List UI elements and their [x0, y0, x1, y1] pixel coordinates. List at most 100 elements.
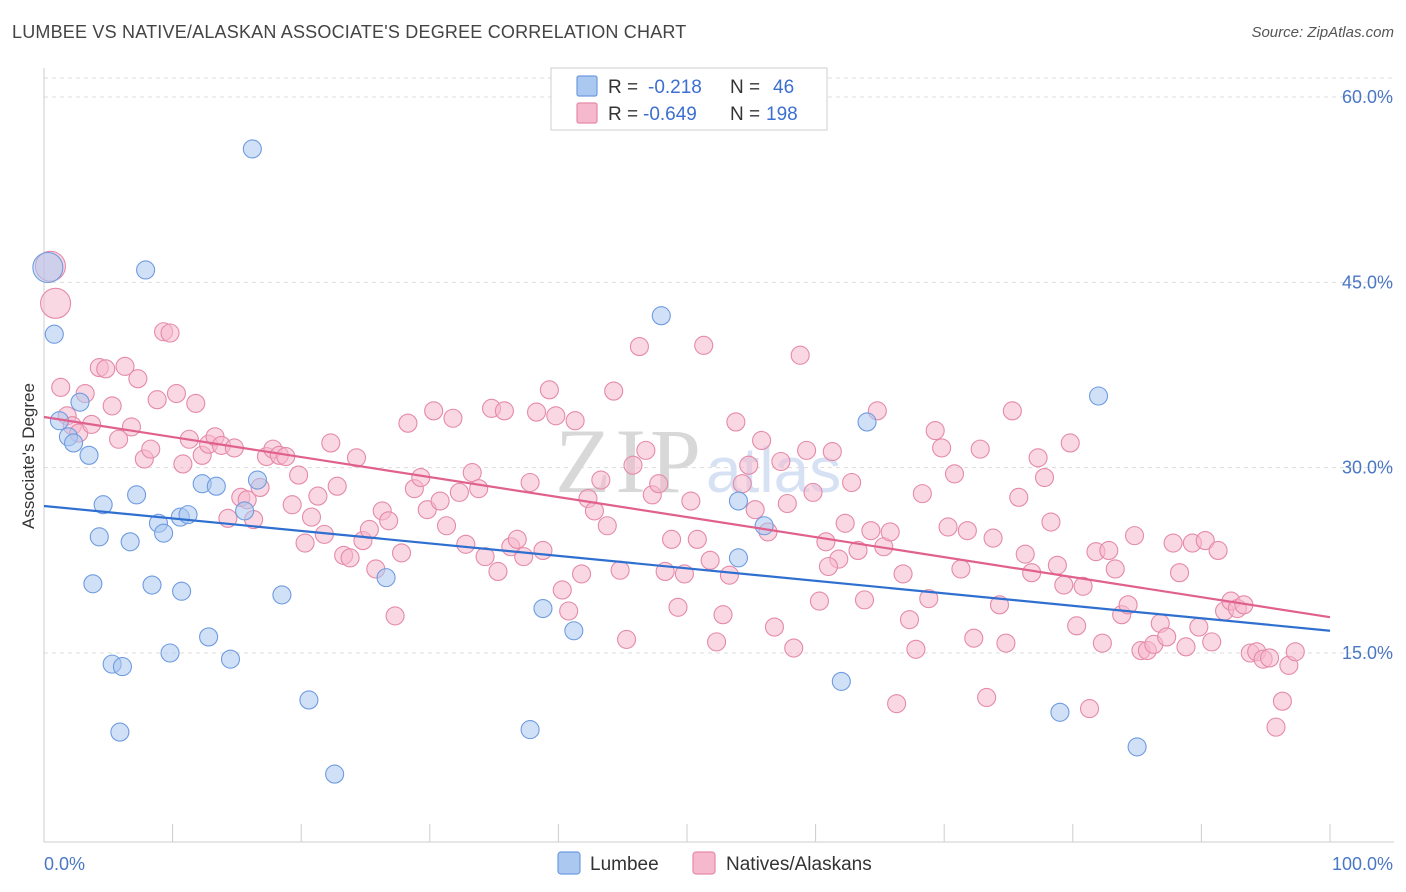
native-point-190 [1260, 648, 1280, 668]
native-point-41 [301, 507, 322, 527]
legend-lumbee-r-value: -0.218 [648, 77, 702, 98]
y-axis-title: Associate's Degree [19, 383, 38, 529]
native-point-154 [1028, 448, 1048, 468]
lumbee-point-43 [1050, 702, 1070, 722]
native-point-20 [166, 383, 187, 404]
native-point-68 [475, 547, 495, 567]
lumbee-point-5 [70, 392, 90, 412]
native-point-181 [1202, 632, 1222, 652]
lumbee-point-32 [325, 764, 345, 784]
native-point-160 [1067, 616, 1087, 636]
lumbee-point-0 [32, 251, 64, 284]
native-point-166 [1105, 559, 1125, 579]
native-point-79 [546, 406, 566, 426]
native-point-146 [977, 687, 997, 708]
native-point-67 [469, 479, 489, 499]
native-point-140 [938, 517, 958, 537]
lumbee-trend-line [43, 504, 1331, 632]
native-point-44 [321, 433, 341, 453]
native-point-14 [128, 369, 148, 389]
native-point-40 [295, 533, 315, 553]
native-point-164 [1092, 633, 1112, 653]
lumbee-point-36 [564, 621, 584, 641]
lumbee-point-35 [533, 598, 553, 619]
lumbee-point-13 [120, 532, 140, 552]
native-point-155 [1034, 468, 1055, 488]
native-point-16 [141, 439, 161, 459]
native-point-64 [449, 482, 469, 502]
lumbee-point-15 [136, 260, 156, 280]
native-point-138 [925, 421, 945, 441]
lumbee-point-31 [299, 690, 319, 710]
native-point-180 [1195, 531, 1215, 551]
lumbee-point-25 [206, 476, 226, 496]
lumbee-point-27 [235, 501, 255, 521]
native-point-104 [707, 632, 727, 652]
native-point-127 [854, 590, 875, 610]
native-point-102 [694, 335, 714, 355]
native-point-13 [121, 417, 141, 437]
native-point-194 [1285, 642, 1305, 662]
native-point-82 [565, 411, 585, 431]
y-tick-label-30: 30.0% [1342, 458, 1393, 478]
native-point-165 [1099, 540, 1119, 560]
native-point-76 [526, 402, 547, 422]
native-point-75 [520, 472, 540, 493]
chart-title: LUMBEE VS NATIVE/ALASKAN ASSOCIATE'S DEG… [12, 22, 687, 42]
native-point-80 [552, 580, 572, 600]
native-point-135 [906, 639, 926, 659]
lumbee-point-29 [247, 470, 268, 490]
native-point-115 [777, 493, 797, 514]
lumbee-point-9 [93, 495, 113, 515]
lumbee-point-16 [142, 575, 162, 595]
native-point-55 [391, 543, 412, 563]
native-point-38 [282, 495, 302, 515]
native-point-192 [1272, 691, 1292, 711]
native-point-60 [424, 401, 444, 421]
native-point-106 [719, 565, 739, 585]
native-point-9 [96, 359, 116, 379]
native-point-39 [289, 465, 309, 485]
lumbee-point-38 [728, 548, 748, 568]
native-point-118 [797, 440, 817, 460]
native-point-113 [764, 617, 784, 637]
native-point-174 [1157, 627, 1177, 647]
lumbee-point-44 [1088, 386, 1109, 406]
native-point-156 [1041, 512, 1061, 532]
axes [43, 68, 1394, 843]
native-point-128 [861, 521, 881, 541]
native-point-141 [944, 464, 965, 484]
native-point-152 [1015, 544, 1035, 564]
native-point-42 [308, 486, 328, 506]
legend-native-n-value: 198 [766, 104, 798, 125]
lumbee-point-37 [651, 306, 671, 326]
native-point-169 [1124, 526, 1145, 546]
native-point-87 [597, 516, 617, 536]
native-point-132 [887, 694, 907, 714]
native-point-158 [1054, 575, 1074, 595]
x-tick-labels: 0.0% 100.0% [44, 854, 1393, 874]
lumbee-point-6 [79, 445, 99, 465]
native-point-71 [494, 401, 514, 421]
lumbee-point-8 [89, 527, 109, 547]
lumbee-point-12 [112, 657, 132, 677]
native-point-143 [957, 521, 977, 541]
native-point-124 [835, 513, 855, 533]
native-point-117 [790, 345, 810, 365]
native-point-61 [430, 491, 450, 511]
native-point-133 [893, 564, 913, 584]
native-point-134 [899, 610, 920, 630]
native-trend-line [43, 415, 1331, 619]
native-point-89 [610, 560, 630, 580]
native-point-77 [533, 540, 553, 560]
bottom-legend-native-label: Natives/Alaskans [726, 854, 872, 875]
lumbee-point-45 [1127, 737, 1147, 757]
legend-lumbee-r-label: R = [608, 77, 638, 98]
bottom-legend-lumbee-swatch [557, 851, 581, 875]
legend-native-n-label: N = [730, 104, 760, 125]
native-point-111 [752, 430, 772, 451]
y-tick-label-60: 60.0% [1342, 87, 1393, 107]
native-point-147 [983, 528, 1003, 548]
native-point-78 [539, 380, 559, 400]
native-point-74 [514, 547, 534, 567]
